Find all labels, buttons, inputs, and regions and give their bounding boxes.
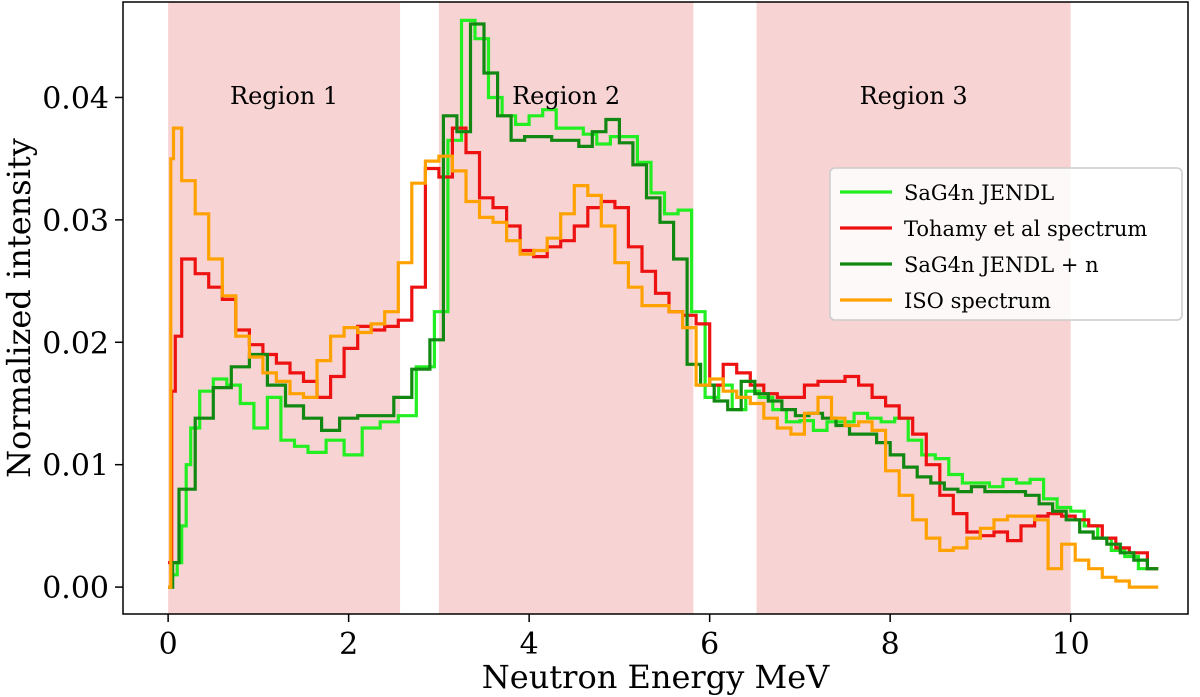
plot-frame <box>122 1 1189 615</box>
spectrum-series <box>168 18 1159 589</box>
legend-label-2: Tohamy et al spectrum <box>904 217 1147 241</box>
region-label-2: Region 2 <box>512 82 620 110</box>
x-axis-title: Neutron Energy MeV <box>482 658 830 696</box>
legend-label-4: ISO spectrum <box>904 289 1051 313</box>
y-tick-label-4: 0.04 <box>42 81 109 116</box>
x-tick-label-1: 2 <box>339 627 358 662</box>
series-line-4 <box>168 126 1159 589</box>
y-tick-label-1: 0.01 <box>42 449 109 484</box>
region-label-3: Region 3 <box>860 82 968 110</box>
y-tick-label-0: 0.00 <box>42 571 109 606</box>
x-tick-label-0: 0 <box>159 627 178 662</box>
x-tick-label-4: 8 <box>881 627 900 662</box>
y-tick-label-2: 0.02 <box>42 326 109 361</box>
axis-ticks: 0 2 4 6 8 10 0.00 0.01 0.02 0.03 0.04 <box>42 81 1090 662</box>
region-labels: Region 1 Region 2 Region 3 <box>230 82 968 110</box>
y-axis-title: Normalized intensity <box>0 138 38 478</box>
x-tick-label-3: 6 <box>700 627 719 662</box>
y-tick-label-3: 0.03 <box>42 204 109 239</box>
series-line-1 <box>168 18 1159 589</box>
region-label-1: Region 1 <box>230 82 338 110</box>
series-line-2 <box>168 126 1159 571</box>
series-line-3 <box>168 22 1159 589</box>
legend-label-1: SaG4n JENDL <box>904 181 1054 205</box>
legend-box <box>829 167 1183 321</box>
x-tick-label-5: 10 <box>1052 627 1090 662</box>
x-tick-label-2: 4 <box>520 627 539 662</box>
region-band-2 <box>438 2 694 614</box>
legend: SaG4n JENDL Tohamy et al spectrum SaG4n JE… <box>829 167 1183 321</box>
legend-label-3: SaG4n JENDL + n <box>904 253 1099 277</box>
region-band-1 <box>168 2 401 614</box>
